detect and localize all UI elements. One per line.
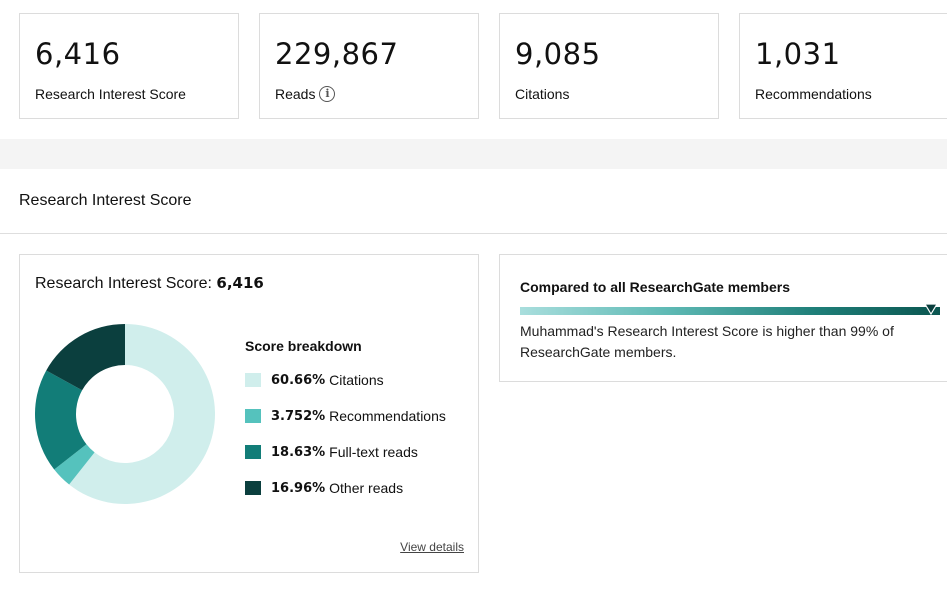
view-details-link[interactable]: View details	[400, 540, 464, 554]
comparison-title: Compared to all ResearchGate members	[520, 279, 790, 295]
donut-chart	[35, 324, 215, 504]
percentile-gradient-bar	[520, 307, 940, 315]
donut-slice-full-text-reads	[35, 370, 87, 470]
legend-swatch	[245, 373, 261, 387]
legend-percent: 60.66%	[271, 372, 326, 388]
breakdown-title: Score breakdown	[245, 338, 362, 354]
stat-label: Recommendations	[755, 86, 872, 102]
legend-item-citations: 60.66% Citations	[245, 372, 384, 388]
legend-label: Other reads	[329, 480, 404, 496]
stat-label-text: Reads	[275, 86, 316, 102]
legend-swatch	[245, 445, 261, 459]
stat-label: Research Interest Score	[35, 86, 186, 102]
score-heading-label: Research Interest Score:	[35, 275, 217, 292]
section-title: Research Interest Score	[19, 192, 192, 209]
stat-label: Reads i	[275, 86, 336, 102]
stat-label-text: Citations	[515, 86, 570, 102]
legend-percent: 16.96%	[271, 480, 326, 496]
legend-swatch	[245, 409, 261, 423]
stat-card-recommendations: 1,031 Recommendations	[739, 13, 947, 119]
stat-value: 6,416	[35, 37, 121, 71]
stat-label: Citations	[515, 86, 569, 102]
score-heading-value: 6,416	[216, 274, 264, 292]
legend-item-full-text-reads: 18.63% Full-text reads	[245, 444, 418, 460]
divider	[0, 233, 947, 234]
stat-card-reads: 229,867 Reads i	[259, 13, 479, 119]
comparison-text: Muhammad's Research Interest Score is hi…	[520, 323, 894, 360]
legend-label: Recommendations	[329, 408, 446, 424]
section-separator-band	[0, 139, 947, 169]
legend-percent: 18.63%	[271, 444, 326, 460]
legend-label: Full-text reads	[329, 444, 418, 460]
stat-value: 9,085	[515, 37, 601, 71]
score-heading: Research Interest Score: 6,416	[35, 274, 264, 293]
stat-card-research-interest: 6,416 Research Interest Score	[19, 13, 239, 119]
stat-label-text: Research Interest Score	[35, 86, 186, 102]
legend-label: Citations	[329, 372, 384, 388]
donut-slice-recommendations	[54, 444, 95, 485]
stat-value: 229,867	[275, 37, 399, 71]
donut-slice-citations	[69, 324, 215, 504]
percentile-marker-icon	[924, 303, 938, 315]
stat-card-citations: 9,085 Citations	[499, 13, 719, 119]
legend-item-recommendations: 3.752% Recommendations	[245, 408, 446, 424]
stat-label-text: Recommendations	[755, 86, 872, 102]
stat-value: 1,031	[755, 37, 841, 71]
info-icon[interactable]: i	[319, 86, 336, 102]
legend-item-other-reads: 16.96% Other reads	[245, 480, 403, 496]
donut-slice-other-reads	[46, 324, 125, 391]
legend-swatch	[245, 481, 261, 495]
comparison-card: Compared to all ResearchGate members Muh…	[499, 254, 947, 382]
legend-percent: 3.752%	[271, 408, 326, 424]
score-breakdown-card: Research Interest Score: 6,416 Score bre…	[19, 254, 479, 573]
